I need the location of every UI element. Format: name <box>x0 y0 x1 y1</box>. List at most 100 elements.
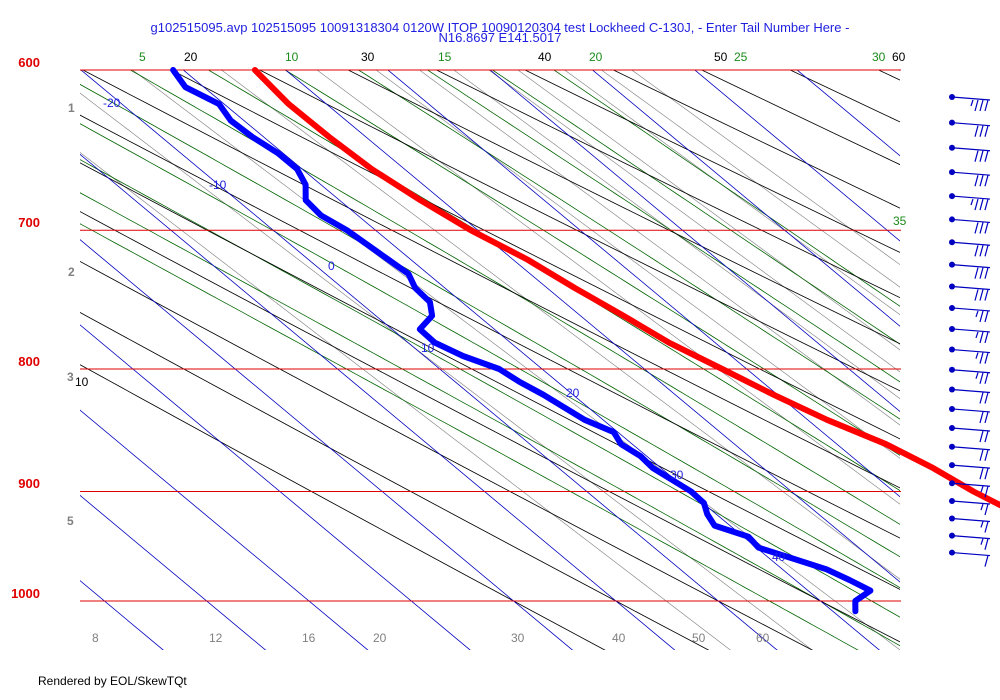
wind-barb <box>949 366 991 384</box>
wind-barb-feather <box>979 222 984 234</box>
wind-barb <box>949 425 991 443</box>
mixing-ratio-line <box>132 70 900 650</box>
moist-adiabat-line <box>491 70 900 345</box>
wind-barb-feather <box>979 310 984 323</box>
mixing-ratio-label: 20 <box>373 631 387 645</box>
wind-barb-staff <box>951 482 991 487</box>
wind-barb-feather <box>979 430 984 443</box>
wind-barb-staff <box>951 264 991 269</box>
mixing-ratio-label: 16 <box>302 631 316 645</box>
wind-barb-staff <box>951 218 991 224</box>
wind-barb-staff <box>951 408 991 413</box>
pressure-tick-label: 700 <box>18 215 40 230</box>
wind-barb-feather <box>984 99 989 112</box>
wind-barb-feather <box>984 267 989 279</box>
dry-adiabat-line <box>80 114 900 539</box>
wind-barb-staff <box>951 195 991 200</box>
wind-barb-feather <box>974 267 979 279</box>
wind-barb <box>949 549 991 567</box>
dry-adiabat-line <box>80 311 710 650</box>
wind-barb-feather <box>984 430 989 443</box>
temperature-profile <box>251 67 1000 509</box>
dry-adiabat-label: 60 <box>892 50 906 64</box>
wind-barb-feather <box>984 538 989 550</box>
moist-adiabat-line <box>553 70 900 307</box>
moist-adiabat-line <box>207 70 900 492</box>
isotherms <box>0 40 900 670</box>
moist-adiabat-label: 25 <box>734 50 748 64</box>
moist-adiabat-label: 10 <box>285 50 299 64</box>
dry-adiabat-label: 40 <box>538 50 552 64</box>
isotherm-label: -20 <box>103 96 121 110</box>
wind-barb <box>949 462 991 480</box>
dry-adiabat-label: 20 <box>184 50 198 64</box>
wind-barb-feather <box>984 555 989 567</box>
dry-adiabat-line <box>170 70 900 440</box>
isotherm-line <box>80 409 369 650</box>
chart-title-line-1: g102515095.avp 102515095 10091318304 012… <box>150 20 850 35</box>
mixing-ratio-line <box>600 70 900 288</box>
isotherm-line <box>387 70 900 498</box>
wind-barb-feather <box>979 331 984 344</box>
pressure-tick-label: 1000 <box>11 586 40 601</box>
mixing-ratio-line <box>564 70 900 316</box>
wind-barbs <box>949 94 991 567</box>
moist-adiabat-line <box>357 70 900 420</box>
wind-barb-staff <box>951 427 991 432</box>
isotherm-line <box>591 70 900 327</box>
wind-barb-feather <box>979 99 984 112</box>
wind-barb <box>949 261 991 279</box>
mixing-ratio-line <box>488 70 900 373</box>
moist-adiabat-label: 5 <box>139 50 146 64</box>
wind-barb-staff <box>951 464 991 469</box>
diagram-lines <box>0 40 900 670</box>
wind-barb-feather <box>979 150 984 162</box>
wind-barb-feather <box>979 245 984 257</box>
mixing-ratio-line <box>631 70 900 266</box>
isotherm-line <box>0 40 85 670</box>
wind-barb-feather <box>979 372 984 384</box>
dry-adiabat-line <box>80 261 813 650</box>
wind-barb-staff <box>951 96 991 101</box>
wind-barb <box>949 239 991 257</box>
wind-barb-staff <box>951 147 991 152</box>
wind-barb-feather <box>979 175 984 187</box>
wind-barb <box>949 144 991 162</box>
dry-adiabats <box>80 70 900 650</box>
wind-barb-staff <box>951 535 991 540</box>
wind-barb-staff <box>951 500 991 505</box>
dry-adiabat-line <box>80 162 900 590</box>
wind-barb-half-feather <box>980 538 984 545</box>
height-tick-label: 2 <box>68 265 75 279</box>
wind-barb-feather <box>974 289 979 301</box>
wind-barb-feather <box>984 150 989 162</box>
mixing-ratio-line <box>80 151 731 650</box>
wind-barb <box>949 480 991 498</box>
moist-adiabat-line <box>426 70 900 383</box>
render-credit: Rendered by EOL/SkewTQt <box>38 674 187 688</box>
mixing-ratio-label: 12 <box>209 631 223 645</box>
isotherm-line <box>284 70 900 583</box>
wind-barb-feather <box>979 289 984 301</box>
wind-barb-feather <box>974 222 979 234</box>
mixing-ratio-label: 30 <box>511 631 525 645</box>
moist-adiabat-line <box>80 123 900 589</box>
wind-barb-half-feather <box>980 521 984 528</box>
wind-barb-feather <box>974 198 979 211</box>
wind-barb <box>949 346 991 364</box>
wind-barb-feather <box>984 310 989 323</box>
isotherm-line <box>80 70 778 650</box>
height-tick-label: 1 <box>68 101 75 115</box>
wind-barb-feather <box>984 331 989 344</box>
mixing-ratio-line <box>80 92 813 650</box>
isotherm-label: -10 <box>209 178 227 192</box>
mixing-ratio-line <box>517 70 900 351</box>
mixing-ratio-line <box>220 70 900 580</box>
wind-barb-feather <box>984 503 989 516</box>
moist-adiabat-line <box>80 223 859 650</box>
mixing-ratio-lines <box>80 70 900 650</box>
wind-barb-feather <box>984 175 989 187</box>
wind-barb <box>949 532 991 550</box>
moist-adiabat-line <box>284 70 900 456</box>
